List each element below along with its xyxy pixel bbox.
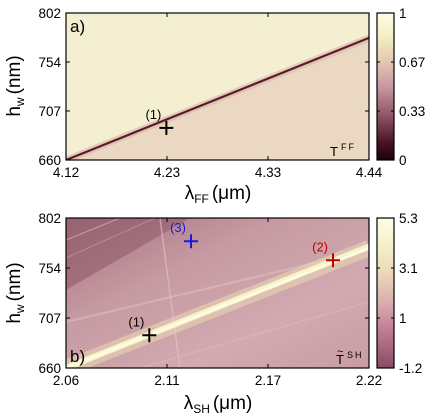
panel-a-colorbar <box>377 13 394 160</box>
colorbar-tick-label: 0.33 <box>399 104 425 119</box>
y-tick-label: 802 <box>38 211 61 226</box>
x-tick-label: 2.06 <box>53 373 79 388</box>
x-tick-label: 4.12 <box>53 165 79 180</box>
panel-b-fringe <box>66 218 156 259</box>
panel-b-colorbar <box>377 218 394 368</box>
panel-a-label: a) <box>70 17 85 36</box>
colorbar-tick-label: 5.3 <box>399 211 418 226</box>
panel-b-fringe <box>139 301 369 368</box>
panel-a-corner-label: T <box>330 144 338 159</box>
panel-b-fringe <box>66 249 369 323</box>
panel-b-fringe <box>66 218 121 241</box>
panel-a-colorbar-frame <box>376 12 395 161</box>
colorbar-tick-label: -1.2 <box>399 361 422 376</box>
panel-a-markers: (1) <box>145 107 174 135</box>
x-tick-label: 4.44 <box>356 165 383 180</box>
panel-b: b) 2.06 2.11 2.17 2.22 660 707 754 802 (1) (2) (3… <box>4 211 422 416</box>
colorbar-tick-label: 3.1 <box>399 261 418 276</box>
y-tick-label: 707 <box>38 311 61 326</box>
y-tick-label: 660 <box>38 361 61 376</box>
colorbar-tick-label: 0.67 <box>399 55 425 70</box>
panel-b-dark-region <box>66 218 190 290</box>
y-tick-label: 802 <box>38 6 61 21</box>
panel-b-corner-label-tilde: ~ <box>337 346 343 358</box>
panel-b-xlabel: λSH (μm) <box>184 393 253 416</box>
panel-b-ticks: 2.06 2.11 2.17 2.22 660 707 754 802 <box>38 211 382 388</box>
panel-b-corner-label-sup: SH <box>347 350 364 360</box>
panel-b-corner-label: T <box>336 352 344 367</box>
panel-b-markers: (1) (2) (3) <box>128 220 341 343</box>
panel-b-fringe <box>159 218 181 368</box>
svg-text:hw(nm): hw(nm) <box>4 55 27 116</box>
x-tick-label: 4.33 <box>255 165 281 180</box>
panel-a-resonance-line <box>66 36 369 160</box>
panel-a-frame <box>65 12 370 161</box>
panel-b-ylabel: hw(nm) <box>4 262 27 323</box>
x-tick-label: 2.17 <box>255 373 281 388</box>
panel-b-line-core <box>66 247 369 368</box>
y-tick-label: 754 <box>38 261 61 276</box>
panel-b-label: b) <box>70 347 85 366</box>
panel-a: a) 4.12 4.23 4.33 4.44 660 707 754 802 (1) T FF… <box>4 6 425 206</box>
panel-a-ylabel: hw(nm) <box>4 55 27 116</box>
panel-a-colorbar-ticks: 0 0.33 0.67 1 <box>377 6 425 168</box>
panel-b-colorbar-ticks: -1.2 1 3.1 5.3 <box>377 211 422 376</box>
panel-a-corner-label-sup: FF <box>341 142 356 152</box>
colorbar-tick-label: 1 <box>399 311 407 326</box>
x-tick-label: 2.22 <box>356 373 382 388</box>
marker-label: (2) <box>312 239 328 254</box>
x-tick-label: 4.23 <box>154 165 180 180</box>
y-tick-label: 754 <box>38 55 61 70</box>
marker-label: (3) <box>170 220 186 235</box>
panel-b-frame <box>65 217 370 369</box>
svg-text:hw(nm): hw(nm) <box>4 262 27 323</box>
colorbar-tick-label: 1 <box>399 6 407 21</box>
panel-a-ticks: 4.12 4.23 4.33 4.44 660 707 754 802 <box>38 6 382 180</box>
y-tick-label: 707 <box>38 104 61 119</box>
marker-label: (1) <box>128 314 144 329</box>
y-tick-label: 660 <box>38 153 61 168</box>
marker-label: (1) <box>145 107 161 122</box>
colorbar-tick-label: 0 <box>399 153 407 168</box>
x-tick-label: 2.11 <box>154 373 179 388</box>
panel-a-xlabel: λFF (μm) <box>185 183 252 206</box>
panel-b-colorbar-frame <box>376 217 395 369</box>
